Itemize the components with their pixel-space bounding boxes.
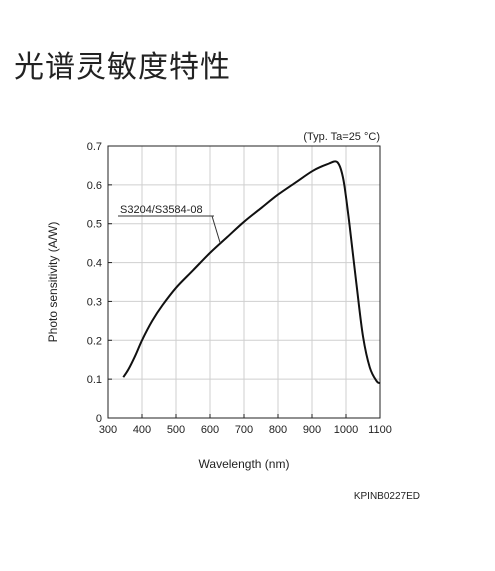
y-tick-label: 0.4 bbox=[87, 258, 102, 270]
x-tick-label: 1000 bbox=[334, 424, 358, 436]
y-tick-label: 0.3 bbox=[87, 296, 102, 308]
x-tick-label: 400 bbox=[133, 424, 151, 436]
x-tick-label: 700 bbox=[235, 424, 253, 436]
y-tick-label: 0 bbox=[96, 413, 102, 425]
series-line bbox=[122, 160, 381, 384]
y-tick-label: 0.7 bbox=[87, 141, 102, 153]
x-tick-label: 500 bbox=[167, 424, 185, 436]
figure-code: KPINB0227ED bbox=[354, 491, 420, 502]
x-tick-label: 800 bbox=[269, 424, 287, 436]
x-tick-label: 300 bbox=[99, 424, 117, 436]
x-tick-label: 1100 bbox=[368, 424, 392, 436]
y-tick-label: 0.5 bbox=[87, 219, 102, 231]
y-tick-label: 0.6 bbox=[87, 180, 102, 192]
y-axis-label: Photo sensitivity (A/W) bbox=[46, 222, 60, 343]
y-tick-label: 0.2 bbox=[87, 335, 102, 347]
x-tick-label: 900 bbox=[303, 424, 321, 436]
series-annotation-label: S3204/S3584-08 bbox=[120, 204, 203, 216]
grid-layer bbox=[108, 146, 380, 418]
ticks-layer: 300 400 500 600 700 800 900 1000 1100 0 0.1 0.2 0.3 0… bbox=[87, 141, 392, 436]
annotation-leader-line bbox=[211, 215, 221, 244]
page-title: 光谱灵敏度特性 bbox=[14, 50, 231, 85]
chart-condition-note: (Typ. Ta=25 °C) bbox=[303, 131, 380, 143]
y-tick-label: 0.1 bbox=[87, 374, 102, 386]
x-axis-label: Wavelength (nm) bbox=[199, 457, 290, 471]
x-tick-label: 600 bbox=[201, 424, 219, 436]
